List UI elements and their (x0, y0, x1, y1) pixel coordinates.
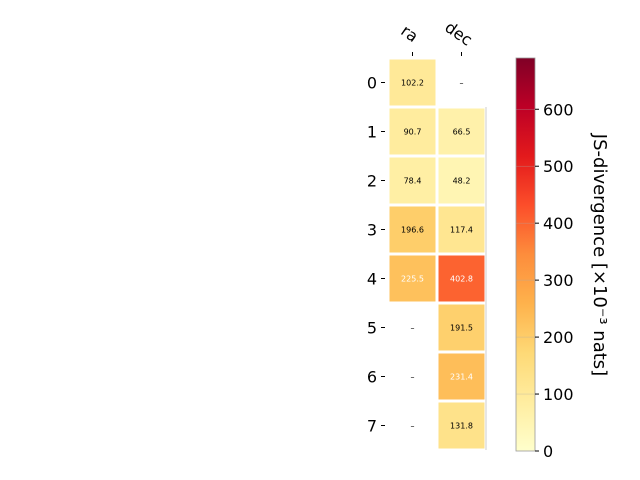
column-tick-labels: ra dec (397, 17, 476, 56)
heatmap-cell (438, 157, 485, 204)
heatmap-cell (389, 59, 436, 106)
colorbar-ticks: 0 100 200 300 400 500 600 (516, 100, 574, 461)
heatmap-cells: 102.2 – 90.7 66.5 78.4 48.2 196.6 117.4 225.5 402… (389, 59, 487, 450)
cell-value-label: – (411, 422, 415, 431)
cell-value-label: 131.8 (450, 422, 473, 431)
row-tick-label: 1 (367, 123, 377, 142)
cell-value-label: – (460, 79, 464, 88)
row-tick-label: 5 (367, 319, 377, 338)
heatmap-cell (438, 108, 485, 155)
row-tick-label: 4 (367, 270, 377, 289)
cell-value-label: 231.4 (450, 373, 473, 382)
colorbar-label: JS-divergence [×10⁻³ nats] (589, 133, 610, 376)
cell-value-label: 196.6 (401, 226, 424, 235)
heatmap-cell (438, 402, 485, 449)
cell-value-label: 90.7 (404, 128, 422, 137)
cell-value-label: 78.4 (404, 177, 422, 186)
colorbar (515, 57, 536, 452)
heatmap-cell (438, 304, 485, 351)
colorbar-tick-label: 600 (543, 100, 574, 119)
row-tick-label: 3 (367, 221, 377, 240)
row-tick-labels: 0 1 2 3 4 5 6 7 (367, 74, 385, 436)
heatmap-cell (389, 255, 436, 302)
colorbar-tick-label: 300 (543, 271, 574, 290)
heatmap-cell (438, 206, 485, 253)
colorbar-tick-label: 100 (543, 385, 574, 404)
cell-value-label: 117.4 (450, 226, 473, 235)
colorbar-tick-label: 0 (543, 442, 553, 461)
column-tick-label: dec (441, 17, 475, 49)
heatmap-cell (389, 108, 436, 155)
column-tick-label: ra (397, 21, 421, 46)
cell-value-label: 102.2 (401, 79, 424, 88)
row-tick-label: 0 (367, 74, 377, 93)
heatmap-cell (389, 206, 436, 253)
heatmap-cell (389, 157, 436, 204)
cell-value-label: 225.5 (401, 275, 424, 284)
cell-value-label: 402.8 (450, 275, 473, 284)
row-tick-label: 7 (367, 417, 377, 436)
cell-value-label: 48.2 (453, 177, 471, 186)
cell-value-label: 191.5 (450, 324, 473, 333)
cell-value-label: – (411, 324, 415, 333)
heatmap-cell (438, 353, 485, 400)
cell-value-label: – (411, 373, 415, 382)
colorbar-tick-label: 200 (543, 328, 574, 347)
colorbar-tick-label: 500 (543, 157, 574, 176)
row-tick-label: 2 (367, 172, 377, 191)
cell-value-label: 66.5 (453, 128, 471, 137)
heatmap-cell (438, 255, 485, 302)
row-tick-label: 6 (367, 368, 377, 387)
colorbar-tick-label: 400 (543, 214, 574, 233)
